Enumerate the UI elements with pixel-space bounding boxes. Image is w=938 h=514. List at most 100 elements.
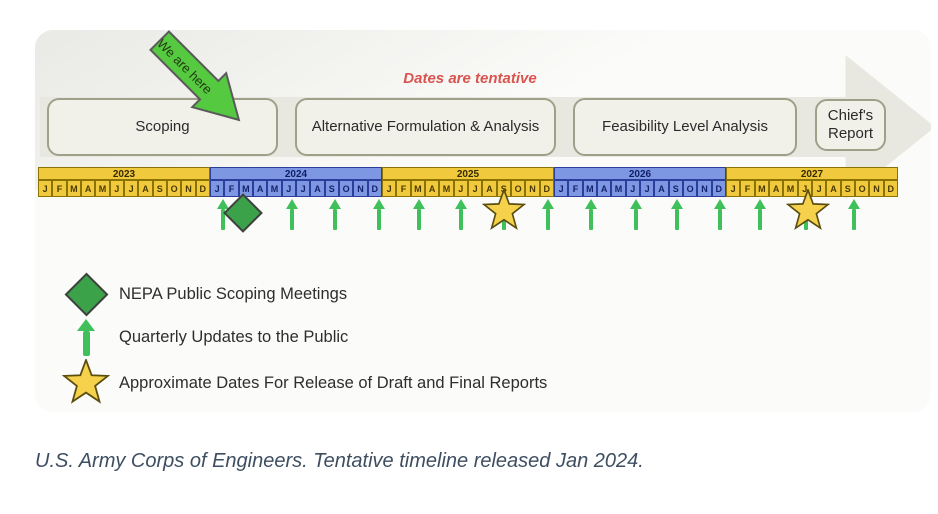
year-segment-2027: 2027 J F M A M J J A S O N D xyxy=(726,167,898,197)
month-cell: A xyxy=(654,180,669,197)
year-segment-2024: 2024 J F M A M J J A S O N D xyxy=(210,167,382,197)
scoping-meeting-marker xyxy=(223,193,263,233)
month-cell: A xyxy=(138,180,153,197)
quarterly-update-marker xyxy=(413,199,426,230)
phase-label: Feasibility Level Analysis xyxy=(602,118,768,135)
star-icon xyxy=(62,359,110,404)
month-cell: M xyxy=(582,180,597,197)
month-cell: A xyxy=(482,180,497,197)
month-cell: J xyxy=(123,180,139,197)
legend-item: NEPA Public Scoping Meetings xyxy=(53,270,347,318)
quarterly-update-marker xyxy=(629,199,642,230)
month-cell: J xyxy=(38,180,53,197)
arrow-up-icon xyxy=(754,199,767,209)
legend-item: Quarterly Updates to the Public xyxy=(53,313,348,361)
arrow-up-icon xyxy=(77,318,95,356)
quarterly-update-marker xyxy=(714,199,727,230)
month-cell: F xyxy=(740,180,755,197)
month-cell: O xyxy=(338,180,354,197)
arrow-up-icon xyxy=(671,199,684,209)
month-cell: O xyxy=(510,180,526,197)
arrow-up-icon xyxy=(454,199,467,209)
year-label: 2027 xyxy=(726,167,898,180)
month-cell: A xyxy=(424,180,440,197)
phase-label: Scoping xyxy=(135,118,190,135)
caption: U.S. Army Corps of Engineers. Tentative … xyxy=(35,450,644,472)
quarterly-update-marker xyxy=(373,199,386,230)
phase-box-chiefs-report: Chief's Report xyxy=(815,99,886,151)
quarterly-update-marker xyxy=(847,199,860,230)
month-cell: D xyxy=(195,180,210,197)
arrow-up-icon xyxy=(285,199,298,209)
arrow-up-icon xyxy=(714,199,727,209)
month-cell: J xyxy=(625,180,640,197)
month-cell: A xyxy=(768,180,784,197)
month-cell: M xyxy=(95,180,110,197)
year-segment-2025: 2025JFMAMJJASOND xyxy=(382,167,554,197)
star-icon xyxy=(481,187,527,230)
quarterly-update-marker xyxy=(328,199,341,230)
infographic-card: Dates are tentative Scoping Alternative F… xyxy=(35,30,931,412)
arrow-up-icon xyxy=(413,199,426,209)
month-cell: F xyxy=(568,180,583,197)
month-cell: M xyxy=(439,180,454,197)
month-cell: J xyxy=(295,180,311,197)
arrow-up-icon xyxy=(629,199,642,209)
month-cell: O xyxy=(682,180,698,197)
month-cell: J xyxy=(382,180,397,197)
quarterly-update-marker xyxy=(754,199,767,230)
month-cell: F xyxy=(396,180,411,197)
month-cell: J xyxy=(639,180,655,197)
month-cell: M xyxy=(783,180,798,197)
month-cell: N xyxy=(353,180,368,197)
month-cell: N xyxy=(525,180,540,197)
phase-label: Chief's Report xyxy=(827,107,874,142)
report-release-marker xyxy=(785,187,831,233)
arrow-up-icon xyxy=(216,199,229,209)
diamond-icon xyxy=(64,272,108,316)
quarterly-update-marker xyxy=(216,199,229,230)
month-cell: M xyxy=(267,180,282,197)
month-cell: N xyxy=(697,180,712,197)
month-cell: A xyxy=(310,180,325,197)
legend-item: Approximate Dates For Release of Draft a… xyxy=(53,359,547,407)
month-cell: S xyxy=(668,180,683,197)
year-segment-2026: 2026 J F M A M J J A S O N D xyxy=(554,167,726,197)
markers-layer xyxy=(38,187,898,243)
month-cell: J xyxy=(109,180,124,197)
month-cell: N xyxy=(181,180,196,197)
arrow-up-icon xyxy=(542,199,555,209)
quarterly-update-marker xyxy=(542,199,555,230)
month-cell: J xyxy=(281,180,296,197)
arrow-up-icon xyxy=(373,199,386,209)
month-cell: M xyxy=(410,180,425,197)
month-cell: D xyxy=(883,180,898,197)
month-cell: S xyxy=(324,180,339,197)
arrow-up-icon xyxy=(847,199,860,209)
year-label: 2023 xyxy=(38,167,210,180)
quarterly-update-marker xyxy=(454,199,467,230)
month-cell: M xyxy=(611,180,626,197)
legend-label: Approximate Dates For Release of Draft a… xyxy=(119,373,548,392)
month-cell: J xyxy=(467,180,483,197)
month-cell: S xyxy=(840,180,855,197)
month-cell: N xyxy=(869,180,884,197)
month-cell: D xyxy=(539,180,554,197)
month-cell: A xyxy=(596,180,612,197)
phase-box-scoping: Scoping xyxy=(47,98,278,156)
quarterly-update-marker xyxy=(585,199,598,230)
month-cell: M xyxy=(754,180,769,197)
month-cell: O xyxy=(166,180,182,197)
arrow-up-icon xyxy=(585,199,598,209)
quarterly-update-marker xyxy=(285,199,298,230)
month-cell: J xyxy=(453,180,468,197)
year-label: 2026 xyxy=(554,167,726,180)
year-label: 2025 xyxy=(382,167,554,180)
month-cell: D xyxy=(367,180,382,197)
